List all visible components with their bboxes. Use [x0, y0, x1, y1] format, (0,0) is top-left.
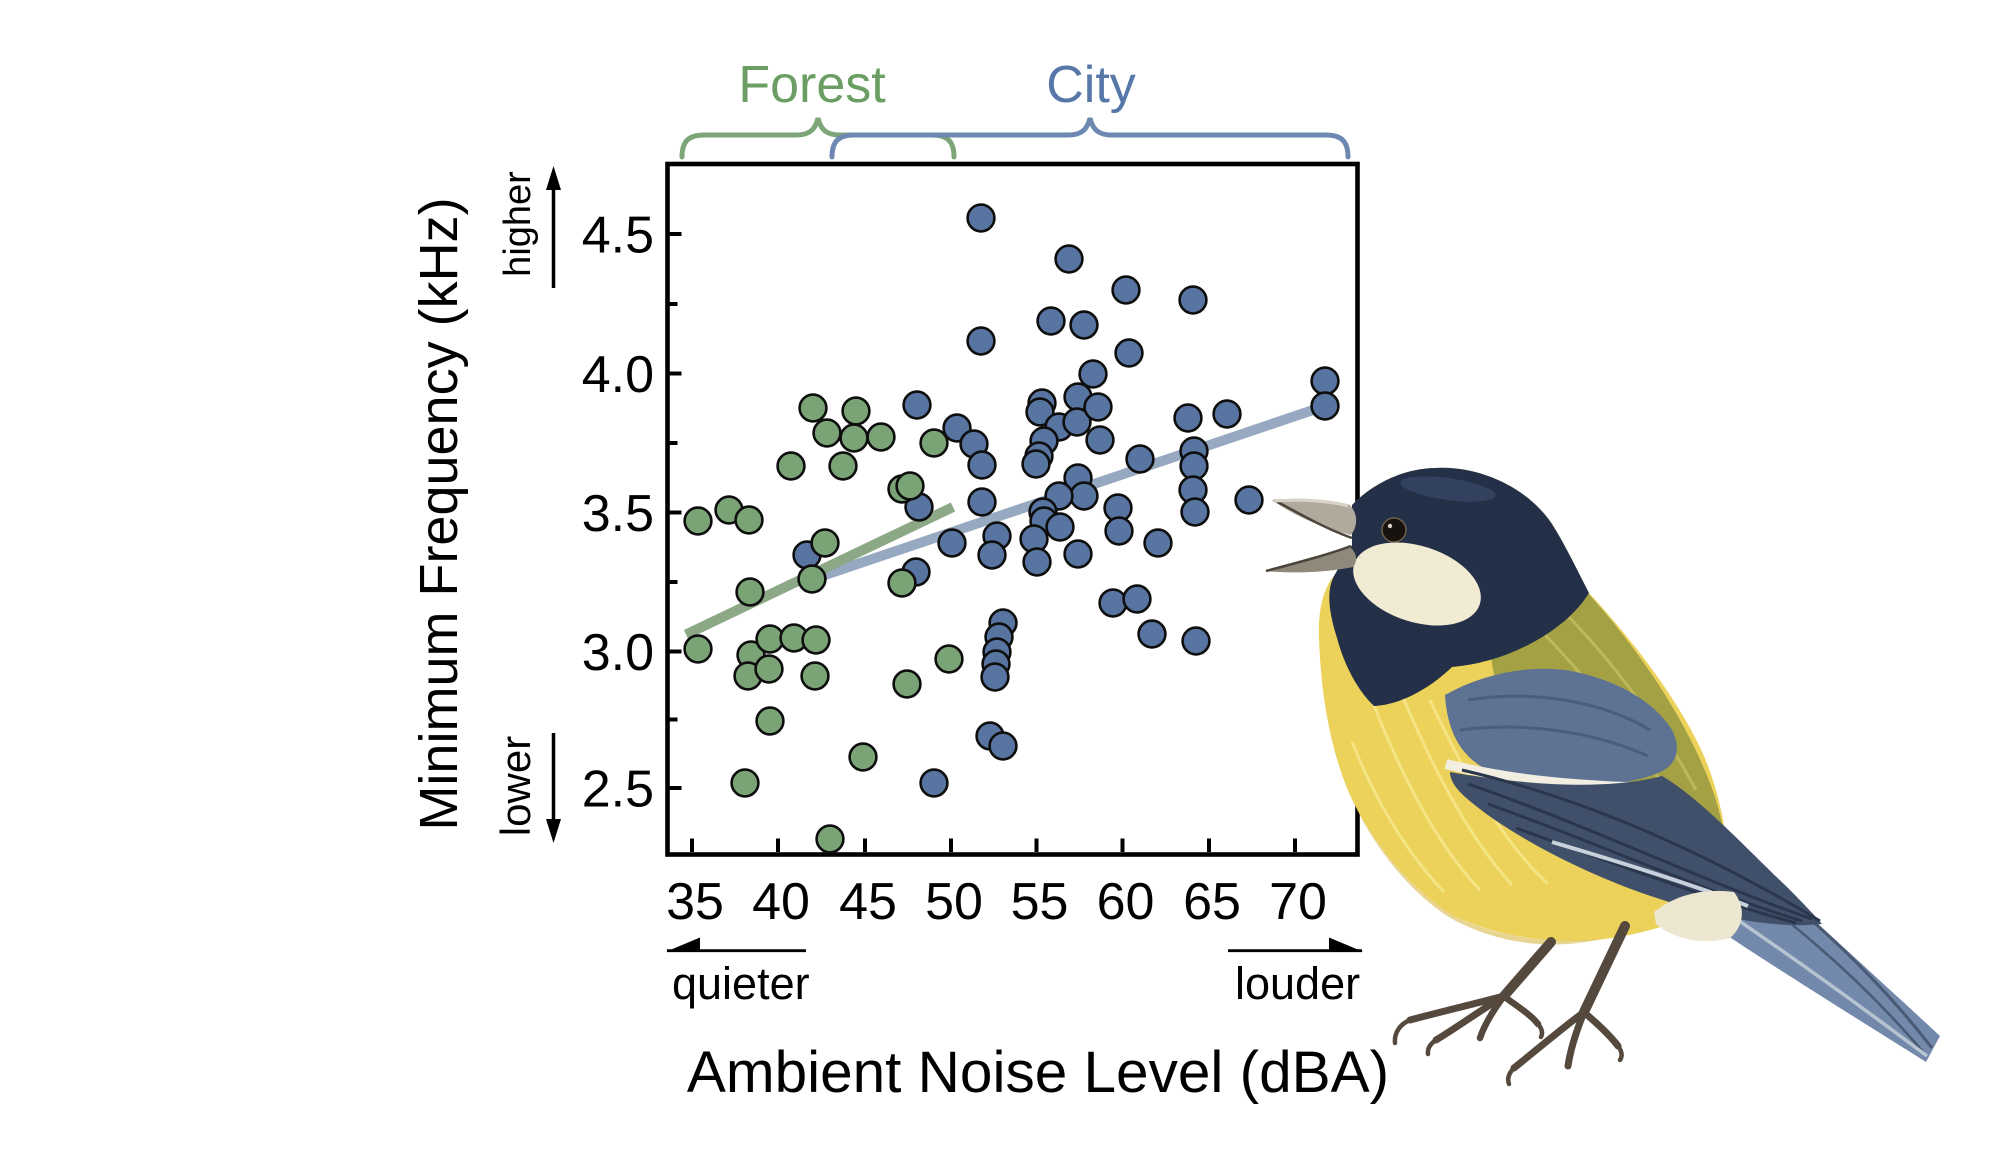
svg-text:2.5: 2.5 [582, 761, 654, 819]
svg-text:3.0: 3.0 [582, 624, 654, 682]
svg-text:35: 35 [666, 873, 724, 931]
svg-text:Forest: Forest [738, 56, 886, 114]
svg-text:4.0: 4.0 [582, 346, 654, 404]
svg-text:55: 55 [1011, 873, 1069, 931]
svg-text:lower: lower [492, 736, 539, 836]
svg-text:3.5: 3.5 [582, 485, 654, 543]
svg-text:higher: higher [497, 171, 539, 277]
svg-text:45: 45 [839, 873, 897, 931]
svg-text:65: 65 [1183, 873, 1241, 931]
svg-text:60: 60 [1097, 873, 1155, 931]
svg-text:City: City [1046, 56, 1136, 114]
svg-text:70: 70 [1269, 873, 1327, 931]
svg-text:Ambient Noise Level (dBA): Ambient Noise Level (dBA) [687, 1040, 1389, 1105]
svg-text:Minimum Frequency (kHz): Minimum Frequency (kHz) [409, 197, 469, 830]
svg-text:louder: louder [1235, 958, 1360, 1009]
svg-text:40: 40 [752, 873, 810, 931]
svg-text:50: 50 [925, 873, 983, 931]
svg-text:quieter: quieter [672, 958, 810, 1009]
svg-text:4.5: 4.5 [582, 207, 654, 265]
